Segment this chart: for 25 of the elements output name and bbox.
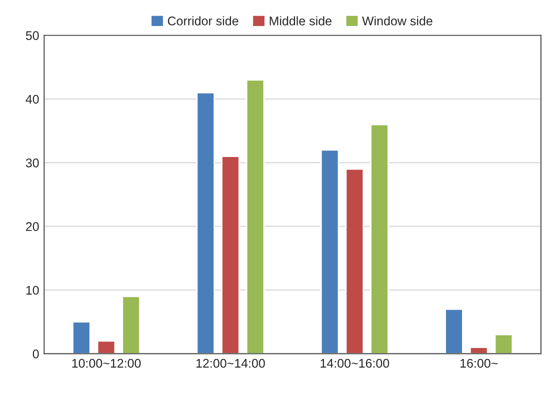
bar: [370, 124, 389, 354]
x-tick-label: 10:00~12:00: [72, 358, 141, 368]
y-tick-label: 20: [26, 222, 39, 232]
y-tick-label: 50: [26, 31, 39, 40]
y-tick-label: 0: [32, 350, 39, 358]
bar: [96, 340, 116, 354]
bar: [72, 321, 91, 354]
x-tick-label: 16:00~: [460, 358, 498, 368]
legend-label: Middle side: [270, 16, 332, 26]
y-tick-label: 10: [26, 286, 39, 295]
bar: [345, 168, 364, 354]
bar: [444, 308, 464, 354]
x-tick-label: 12:00~14:00: [196, 358, 265, 368]
bar: [196, 92, 216, 354]
bar: [320, 149, 340, 354]
bar: [469, 346, 488, 354]
bar: [494, 334, 514, 354]
bar: [122, 296, 140, 354]
x-tick-label: 14:00~16:00: [320, 358, 390, 368]
bar: [246, 79, 265, 354]
legend-label: Corridor side: [168, 16, 238, 26]
legend-label: Window side: [362, 16, 432, 26]
y-tick-label: 40: [26, 94, 39, 104]
bar: [221, 156, 240, 354]
y-tick-label: 30: [26, 158, 39, 168]
